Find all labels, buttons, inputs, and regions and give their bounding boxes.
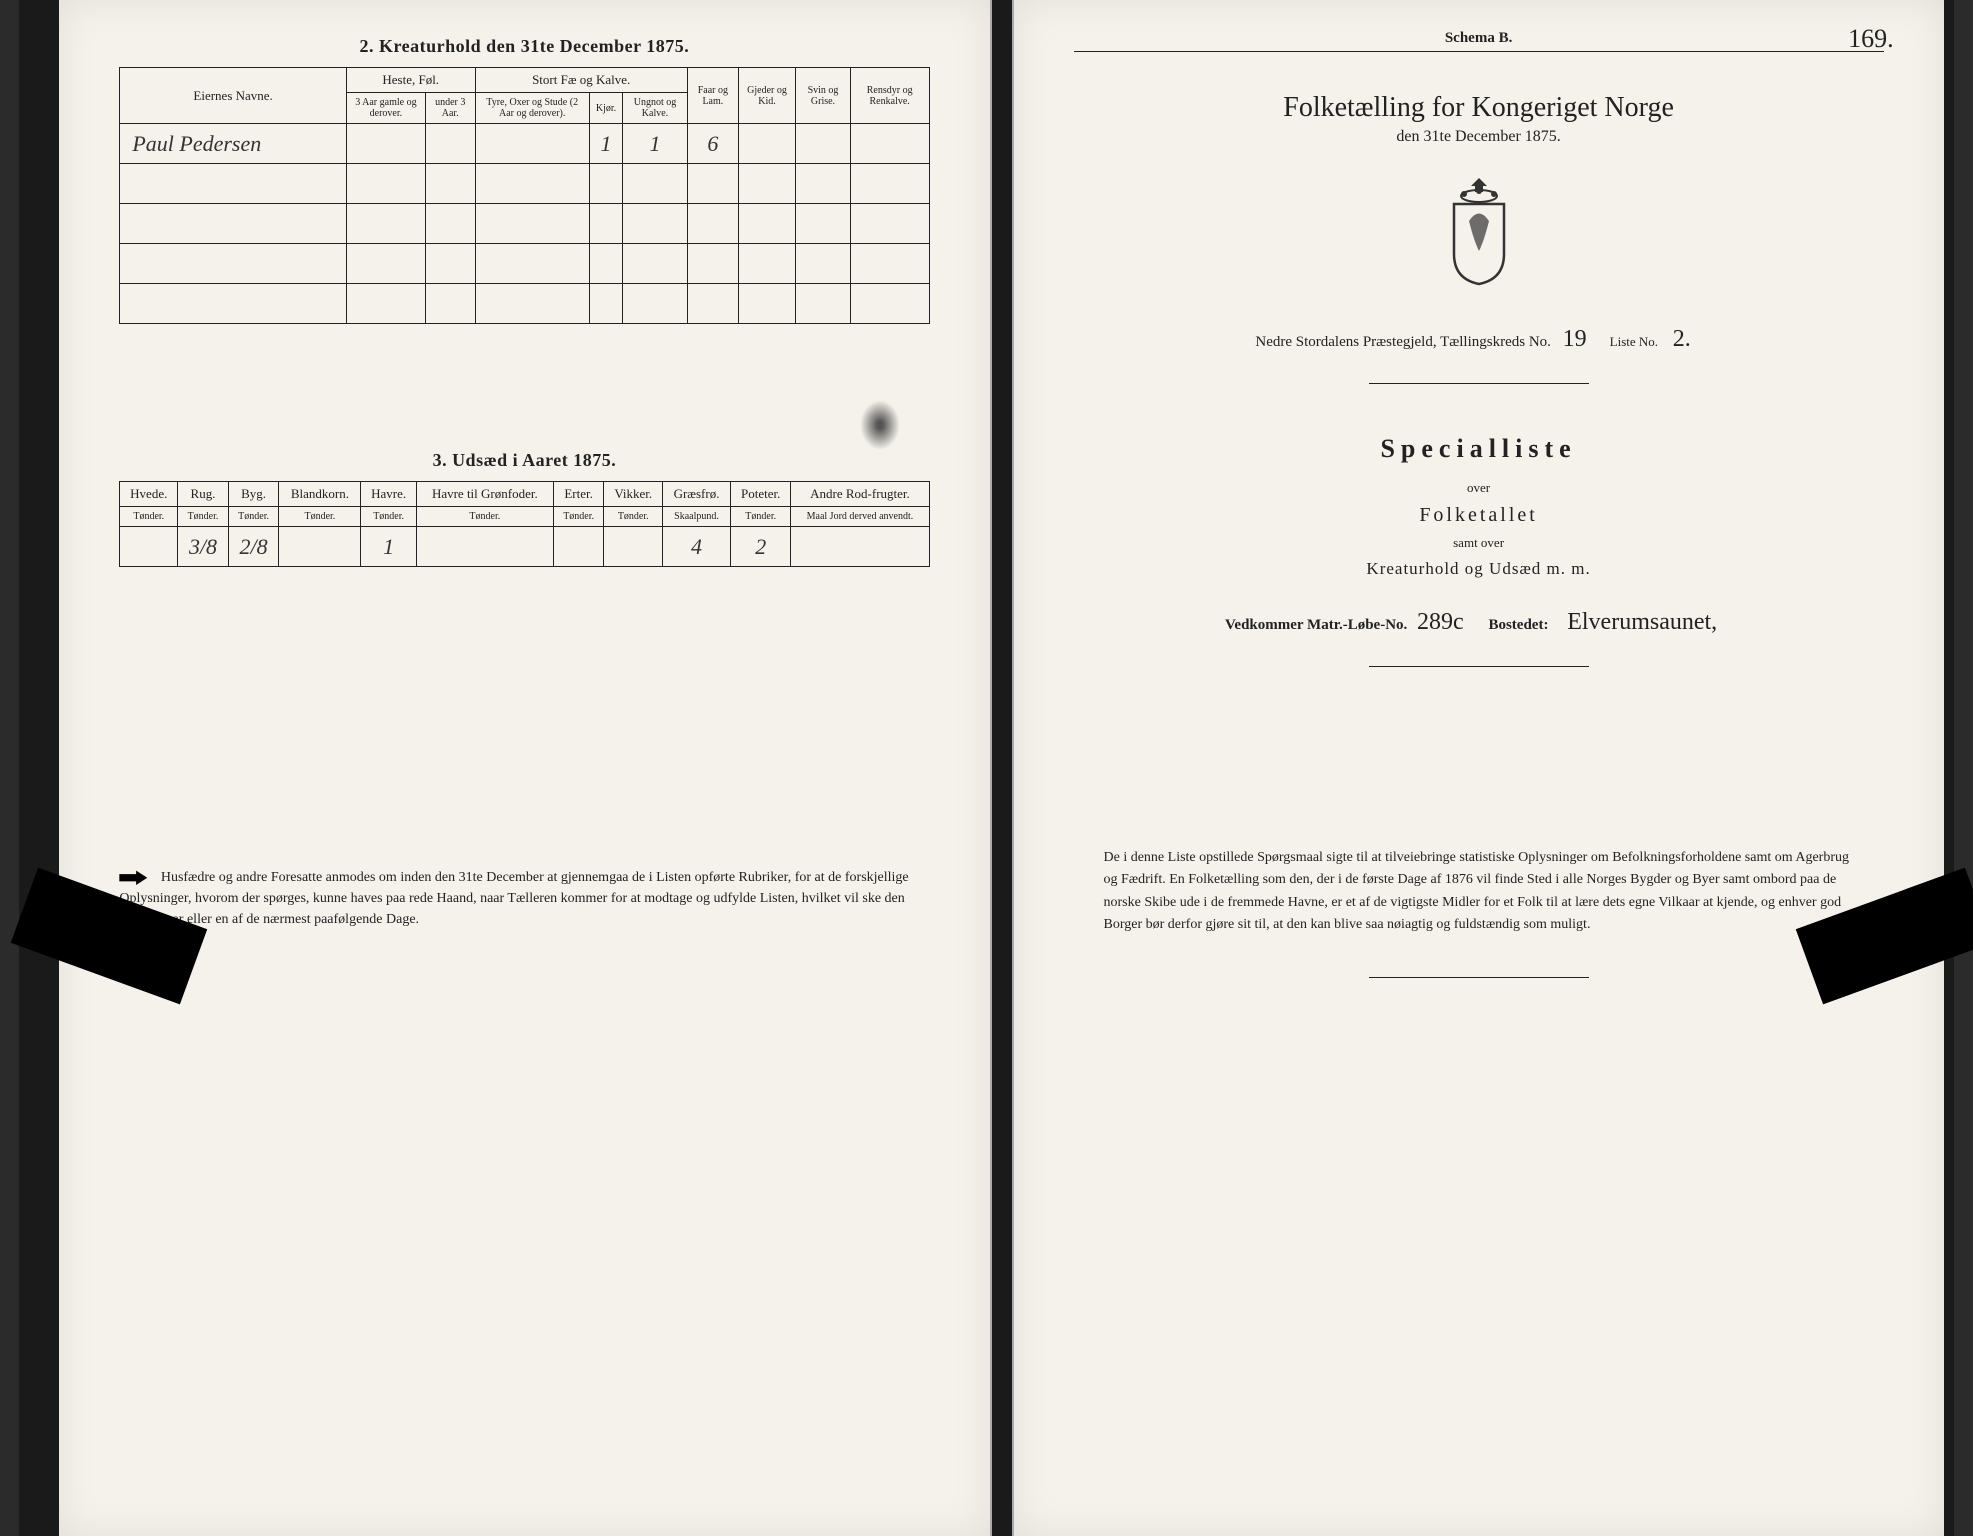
col-heste-a: 3 Aar gamle og derover. xyxy=(346,93,425,124)
col-hvede: Hvede. xyxy=(120,482,178,507)
cell-stort-b: 1 xyxy=(589,124,622,164)
kreaturhold-table: Eiernes Navne. Heste, Føl. Stort Fæ og K… xyxy=(119,67,929,324)
right-page: 169. Schema B. Folketælling for Kongerig… xyxy=(1012,0,1944,1536)
col-havre: Havre. xyxy=(361,482,416,507)
matr-no: 289c xyxy=(1411,609,1470,636)
divider xyxy=(1369,666,1589,667)
col-stort-b: Kjør. xyxy=(589,93,622,124)
cell-stort-c: 1 xyxy=(623,124,688,164)
table-row: 3/8 2/8 1 4 2 xyxy=(120,527,929,567)
col-gjeder: Gjeder og Kid. xyxy=(738,68,795,124)
col-erter: Erter. xyxy=(553,482,604,507)
col-svin: Svin og Grise. xyxy=(796,68,851,124)
col-stort-c: Ungnot og Kalve. xyxy=(623,93,688,124)
over-label: over xyxy=(1074,480,1884,496)
smudge-mark xyxy=(860,400,900,450)
liste-label: Liste No. xyxy=(1610,334,1658,349)
divider xyxy=(1369,383,1589,384)
district-no: 19 xyxy=(1555,326,1595,353)
col-graes: Græsfrø. xyxy=(663,482,731,507)
folketallet-label: Folketallet xyxy=(1074,504,1884,527)
cell-poteter: 2 xyxy=(730,527,790,567)
matr-line: Vedkommer Matr.-Løbe-No. 289c Bostedet: … xyxy=(1074,609,1884,636)
col-vikker: Vikker. xyxy=(604,482,663,507)
bostedet-label: Bostedet: xyxy=(1488,617,1548,633)
col-stort-a: Tyre, Oxer og Stude (2 Aar og derover). xyxy=(475,93,589,124)
col-havre-gron: Havre til Grønfoder. xyxy=(416,482,553,507)
col-andre: Andre Rod-frugter. xyxy=(791,482,929,507)
main-title: Folketælling for Kongeriget Norge xyxy=(1074,92,1884,124)
cell-havre: 1 xyxy=(361,527,416,567)
udsaed-table: Hvede. Rug. Byg. Blandkorn. Havre. Havre… xyxy=(119,481,929,567)
section2-title: 2. Kreaturhold den 31te December 1875. xyxy=(119,36,929,57)
col-group-heste: Heste, Føl. xyxy=(346,68,475,93)
col-rensdyr: Rensdyr og Renkalve. xyxy=(850,68,929,124)
col-byg: Byg. xyxy=(228,482,279,507)
table-row: Paul Pedersen 1 1 6 xyxy=(120,124,929,164)
matr-label: Vedkommer Matr.-Løbe-No. xyxy=(1225,617,1407,633)
section3-title: 3. Udsæd i Aaret 1875. xyxy=(119,450,929,471)
kreatur-label: Kreaturhold og Udsæd m. m. xyxy=(1074,559,1884,579)
divider xyxy=(1369,977,1589,978)
coat-of-arms-icon xyxy=(1434,176,1524,286)
col-faar: Faar og Lam. xyxy=(687,68,738,124)
cell-graes: 4 xyxy=(663,527,731,567)
col-owner: Eiernes Navne. xyxy=(120,68,347,124)
liste-no: 2. xyxy=(1662,326,1702,353)
col-poteter: Poteter. xyxy=(730,482,790,507)
cell-rug: 3/8 xyxy=(178,527,229,567)
sub-title: den 31te December 1875. xyxy=(1074,128,1884,146)
cell-byg: 2/8 xyxy=(228,527,279,567)
bostedet: Elverumsaunet, xyxy=(1552,609,1732,636)
samt-over-label: samt over xyxy=(1074,535,1884,551)
bottom-note: De i denne Liste opstillede Spørgsmaal s… xyxy=(1074,847,1884,937)
footnote-block: Husfædre og andre Foresatte anmodes om i… xyxy=(119,867,929,930)
page-number: 169. xyxy=(1848,24,1894,54)
cell-faar: 6 xyxy=(687,124,738,164)
pointing-hand-icon xyxy=(119,869,147,887)
col-heste-b: under 3 Aar. xyxy=(425,93,475,124)
district-line: Nedre Stordalens Præstegjeld, Tællingskr… xyxy=(1074,326,1884,353)
col-group-stort: Stort Fæ og Kalve. xyxy=(475,68,687,93)
special-title: Specialliste xyxy=(1074,434,1884,464)
footnote-text: Husfædre og andre Foresatte anmodes om i… xyxy=(119,870,908,927)
schema-label: Schema B. xyxy=(1074,30,1884,52)
col-rug: Rug. xyxy=(178,482,229,507)
left-page: 2. Kreaturhold den 31te December 1875. E… xyxy=(59,0,991,1536)
owner-cell: Paul Pedersen xyxy=(120,124,347,164)
district-prefix: Nedre Stordalens Præstegjeld, Tællingskr… xyxy=(1255,334,1551,350)
col-bland: Blandkorn. xyxy=(279,482,361,507)
